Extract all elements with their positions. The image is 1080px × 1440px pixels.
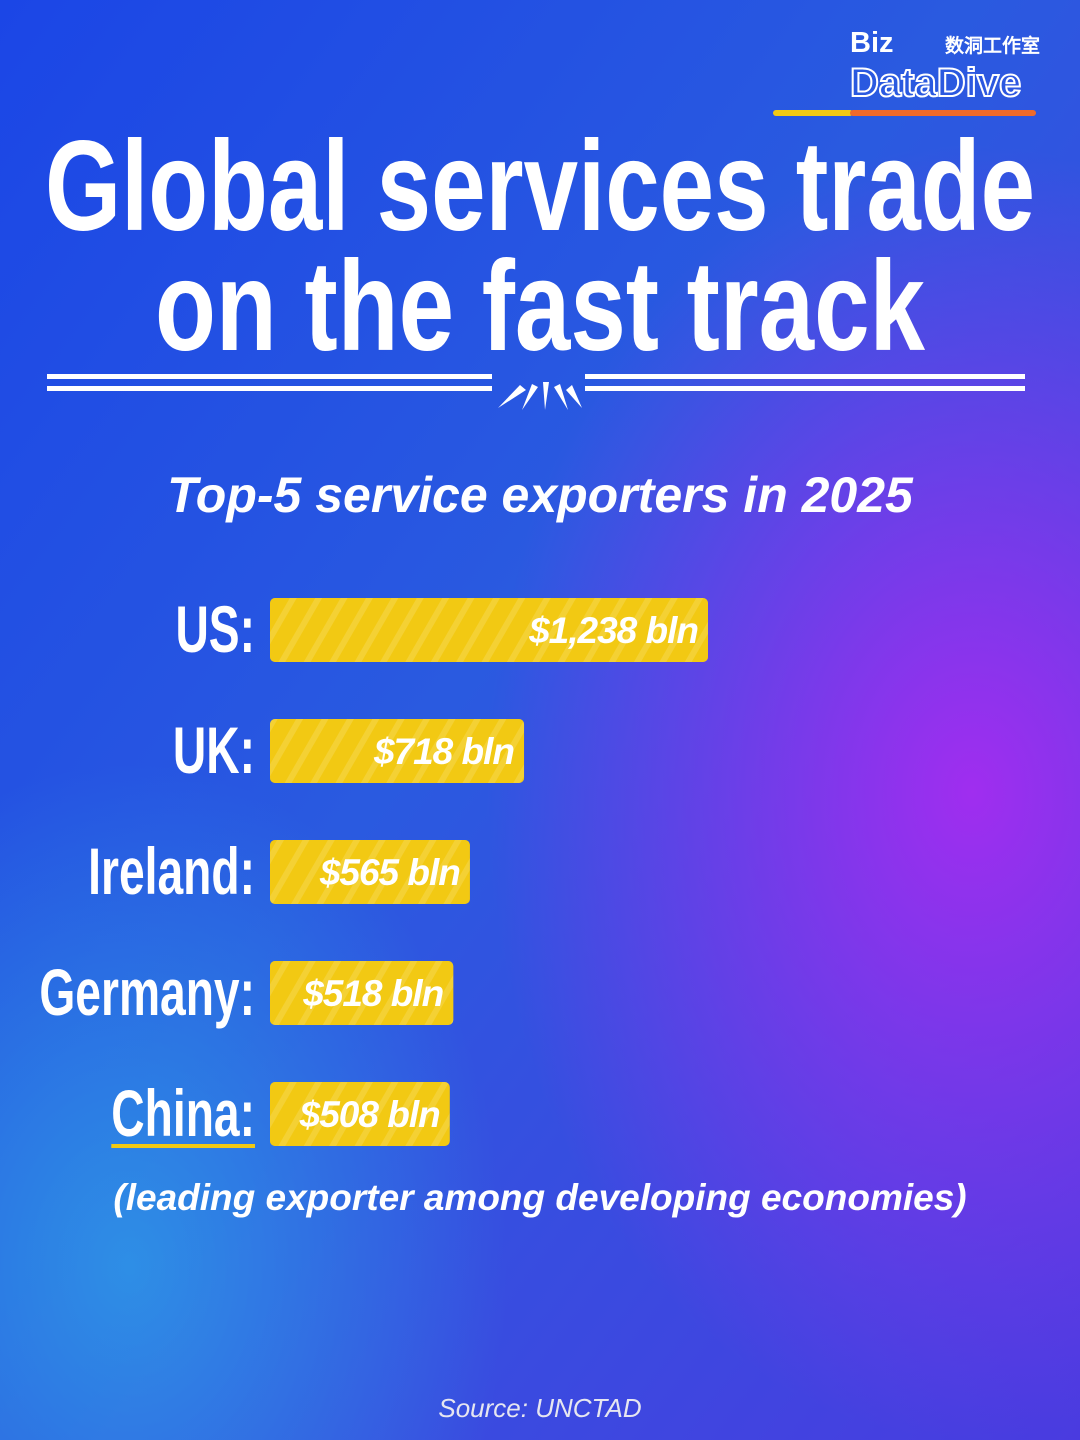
value-label: $565 bln: [319, 852, 460, 893]
category-label: China:: [111, 1077, 255, 1151]
bar-texture: [270, 1082, 450, 1146]
category-label-group: Ireland:: [88, 835, 255, 909]
bar-texture: [270, 719, 525, 783]
category-label: Germany:: [39, 956, 255, 1030]
logo-bar: [850, 110, 1036, 116]
value-label: $518 bln: [302, 973, 443, 1014]
logo-text: 数洞工作室: [945, 34, 1040, 57]
bar-texture: [270, 598, 708, 662]
divider: [47, 374, 1025, 410]
category-label-group: China:: [111, 1077, 255, 1151]
category-label-group: UK:: [173, 714, 255, 788]
logo-text: DataDive: [850, 61, 1021, 105]
category-label-group: Germany:: [39, 956, 255, 1030]
annotation: (leading exporter among developing econo…: [113, 1177, 966, 1218]
value-label: $718 bln: [373, 731, 514, 772]
source: Source: UNCTAD: [438, 1393, 641, 1423]
value-label: $1,238 bln: [528, 610, 698, 651]
category-label: Ireland:: [88, 835, 255, 909]
title: on the fast track: [155, 235, 926, 378]
value-label: $508 bln: [299, 1094, 440, 1135]
subtitle: Top-5 service exporters in 2025: [167, 467, 914, 523]
logo-bar: [773, 110, 853, 116]
bar-texture: [270, 961, 454, 1025]
bar-texture: [270, 840, 470, 904]
category-label: UK:: [173, 714, 255, 788]
logo-text: Biz: [850, 27, 894, 59]
label-underline: [111, 1144, 255, 1148]
category-label-group: US:: [175, 593, 255, 667]
category-label: US:: [175, 593, 255, 667]
title: Global services trade: [45, 115, 1035, 258]
